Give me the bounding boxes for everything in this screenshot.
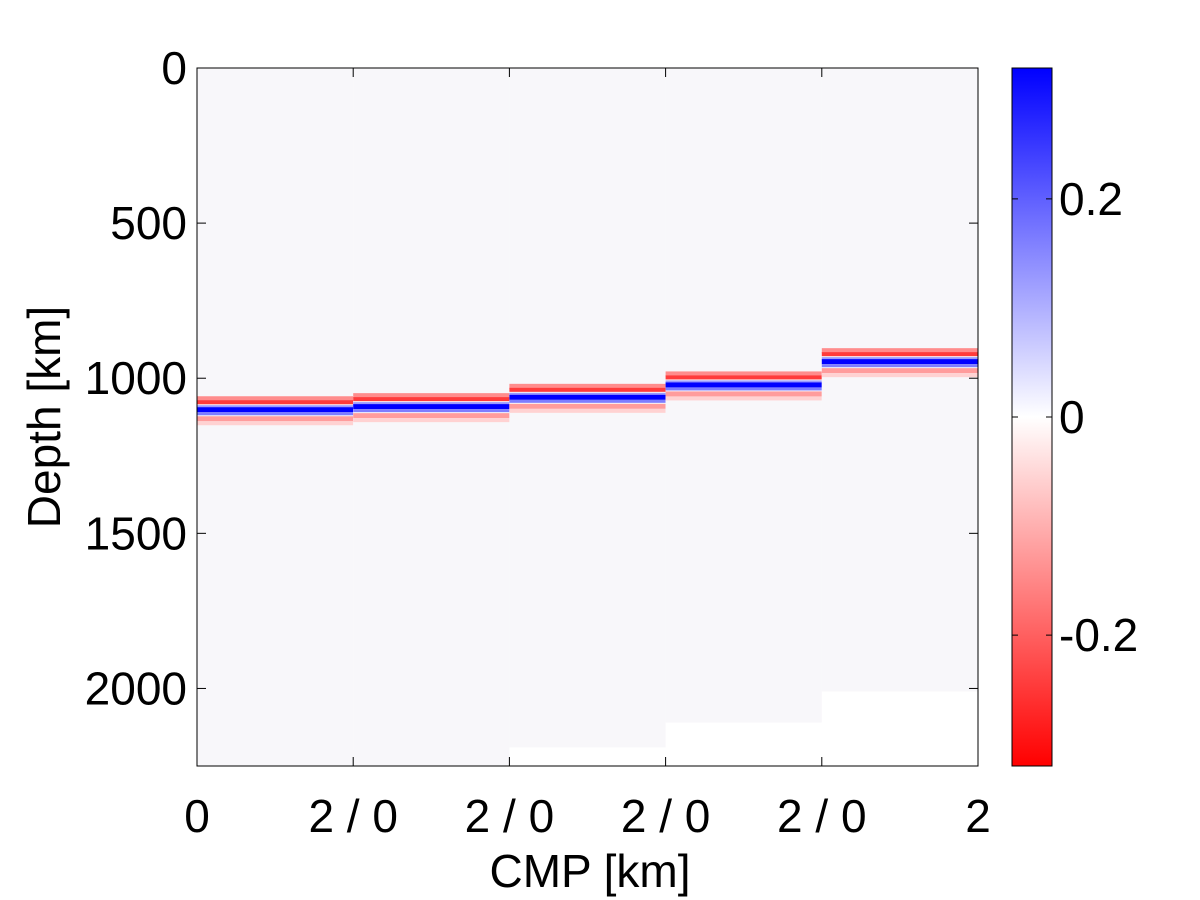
x-tick-label: 0 — [184, 790, 210, 842]
x-tick-label: 2 / 0 — [777, 790, 867, 842]
panel-4 — [665, 68, 822, 723]
panel-1-reflector-band — [197, 396, 354, 402]
x-tick-label: 2 — [965, 790, 991, 842]
panel-5-reflector-band — [821, 368, 978, 374]
panel-5-reflector-band — [821, 359, 978, 365]
panel-4-reflector-band — [665, 375, 822, 380]
panel-1-reflector-band — [197, 416, 354, 422]
panel-4-reflector-band — [665, 391, 822, 397]
y-tick-label: 2000 — [85, 662, 187, 714]
panel-4-reflector-band — [665, 396, 822, 401]
panel-5-reflector-band — [821, 373, 978, 378]
panel-2-reflector-band — [353, 404, 510, 410]
panel-2 — [353, 68, 510, 766]
panels-group — [197, 68, 978, 766]
y-ticks-group: 0 500 1000 1500 2000 — [85, 42, 978, 714]
x-tick-label: 2 / 0 — [465, 790, 555, 842]
colorbar-tick-label: 0.2 — [1059, 173, 1123, 225]
panel-5-reflector-band — [821, 364, 978, 368]
panel-4-reflector-band — [665, 380, 822, 384]
x-tick-label: 2 / 0 — [621, 790, 711, 842]
colorbar-tick-label: 0 — [1059, 391, 1085, 443]
panel-5-reflector-band — [821, 357, 978, 361]
panel-3-reflector-band — [509, 383, 666, 389]
panel-3 — [509, 68, 666, 748]
colorbar — [1011, 67, 1053, 767]
panel-2-reflector-band — [353, 402, 510, 406]
y-tick-label: 1500 — [85, 507, 187, 559]
panel-2-reflector-band — [353, 397, 510, 402]
panel-5-reflector-band — [821, 348, 978, 354]
y-tick-label: 1000 — [85, 352, 187, 404]
panel-5-reflector-band — [821, 352, 978, 357]
colorbar-ticks-group: 0.2 0 -0.2 — [1012, 173, 1138, 661]
x-ticks-group: 0 2 / 0 2 / 0 2 / 0 2 / 0 2 — [184, 68, 991, 842]
panel-2-reflector-band — [353, 418, 510, 423]
panel-3-reflector-band — [509, 403, 666, 409]
panel-5-noise-fill — [821, 68, 978, 692]
panel-1-reflector-band — [197, 407, 354, 413]
panel-1-reflector-band — [197, 421, 354, 426]
panel-2-reflector-band — [353, 413, 510, 419]
plot-frame — [196, 67, 979, 767]
y-tick-label: 500 — [110, 197, 187, 249]
panel-3-reflector-band — [509, 387, 666, 392]
panel-5 — [821, 68, 978, 692]
y-tick-label: 0 — [161, 42, 187, 94]
panel-4-reflector-band — [665, 387, 822, 391]
y-axis-label: Depth [km] — [18, 306, 70, 528]
colorbar-tick-label: -0.2 — [1059, 609, 1138, 661]
panel-3-reflector-band — [509, 399, 666, 403]
panel-2-reflector-band — [353, 409, 510, 413]
x-tick-label: 2 / 0 — [308, 790, 398, 842]
panel-3-reflector-band — [509, 394, 666, 400]
panel-1-reflector-band — [197, 400, 354, 405]
x-axis-label: CMP [km] — [489, 845, 690, 897]
panel-3-reflector-band — [509, 408, 666, 413]
panel-1-reflector-band — [197, 412, 354, 416]
panel-1 — [197, 68, 354, 766]
panel-1-reflector-band — [197, 405, 354, 409]
panel-3-reflector-band — [509, 392, 666, 396]
panel-2-reflector-band — [353, 393, 510, 399]
panel-4-reflector-band — [665, 371, 822, 377]
panel-4-reflector-band — [665, 382, 822, 388]
